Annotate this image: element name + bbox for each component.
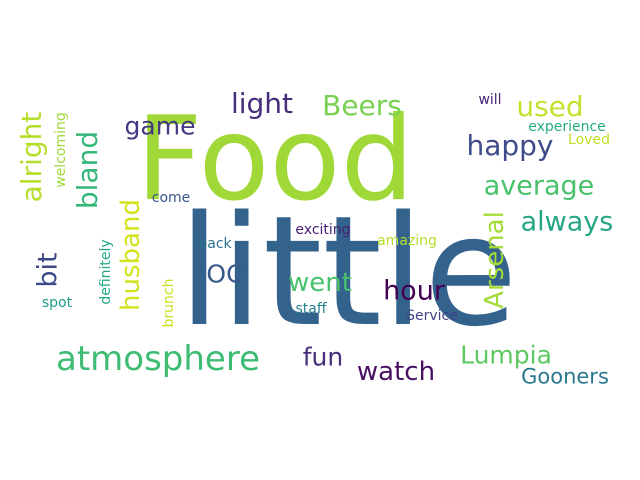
word-atmosphere: atmosphere [56, 339, 260, 379]
word-back: back [198, 236, 232, 252]
word-beers: Beers [322, 89, 402, 122]
word-gooners: Gooners [521, 364, 609, 389]
word-average: average [483, 170, 595, 202]
word-will: will [478, 92, 502, 108]
word-husband: husband [116, 199, 146, 311]
word-always: always [520, 206, 614, 238]
word-staff: staff [295, 301, 327, 317]
word-bit: bit [32, 252, 64, 288]
word-lumpia: Lumpia [460, 340, 552, 370]
word-little: little [178, 183, 518, 360]
word-happy: happy [466, 129, 554, 162]
word-come: come [151, 190, 191, 206]
word-oc: OC [206, 259, 244, 289]
word-hour: hour [383, 275, 445, 307]
word-arsenal: Arsenal [480, 211, 510, 309]
word-spot: spot [41, 295, 73, 311]
word-loved: Loved [568, 132, 610, 148]
word-service: Service [406, 308, 458, 324]
word-fun: fun [302, 342, 344, 372]
word-bland: bland [71, 130, 104, 210]
word-alright: alright [15, 111, 48, 203]
word-game: game [124, 111, 196, 141]
word-amazing: amazing [377, 233, 437, 249]
word-brunch: brunch [161, 278, 177, 328]
word-experience: experience [528, 119, 606, 135]
word-light: light [230, 87, 294, 120]
word-went: went [288, 268, 352, 298]
word-welcoming: welcoming [53, 112, 69, 188]
word-used: used [516, 90, 584, 123]
word-food: Food [135, 92, 415, 227]
word-exciting: exciting [295, 222, 351, 238]
word-watch: watch [356, 357, 436, 387]
word-definitely: definitely [98, 239, 114, 305]
